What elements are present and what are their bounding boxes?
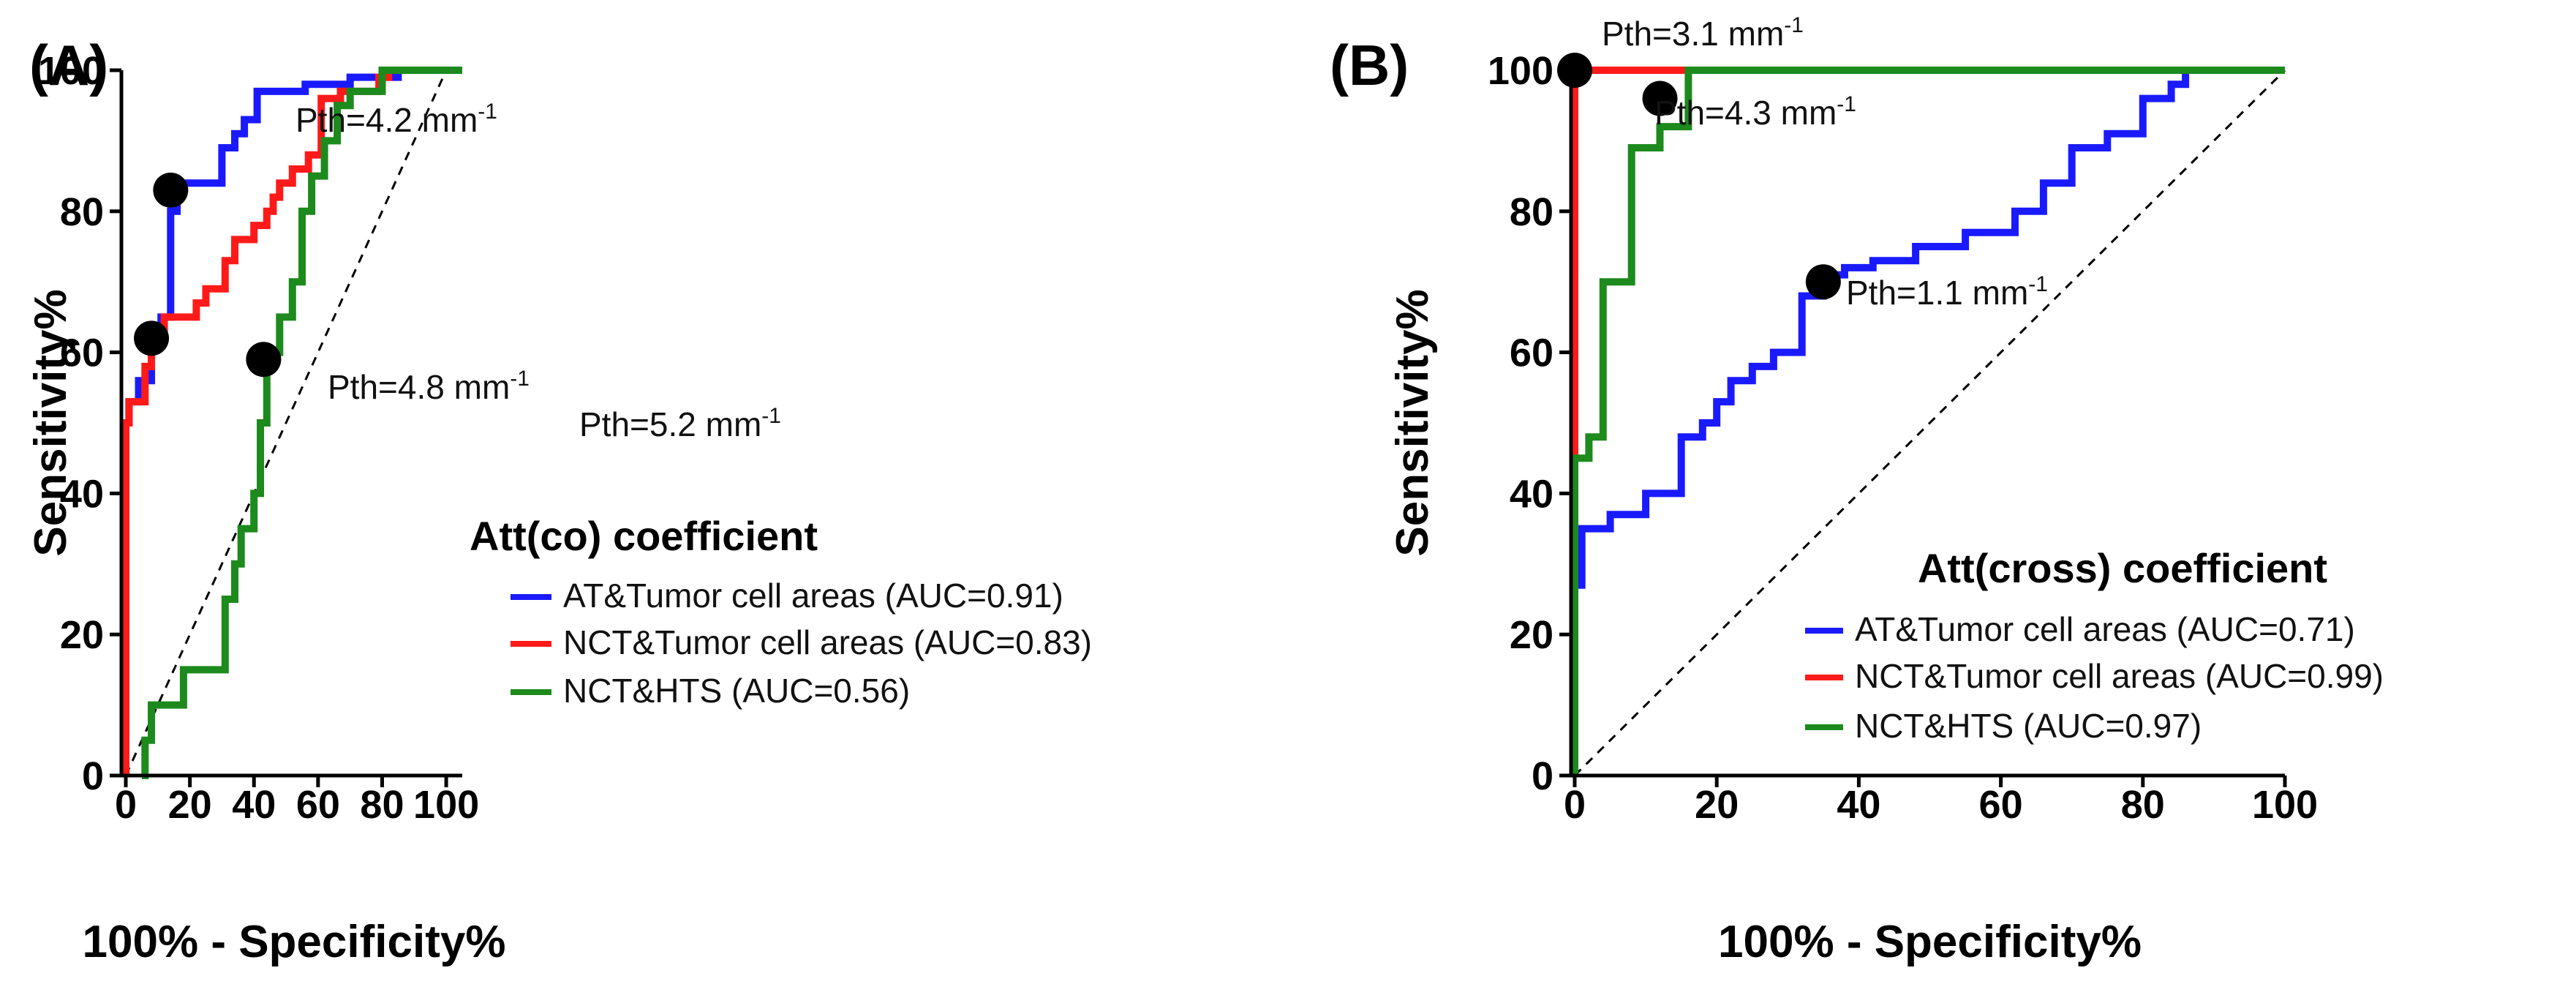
threshold-unit-exponent: -1 <box>1784 13 1804 37</box>
legend-title: Att(co) coefficient <box>470 513 818 559</box>
y-axis-title: Sensitivity% <box>1387 289 1438 556</box>
roc-curve-nct-tumor-cell-areas <box>122 67 462 776</box>
legend-title: Att(cross) coefficient <box>1918 545 2327 591</box>
x-tick-label: 40 <box>232 783 276 827</box>
threshold-point-marker <box>1557 53 1592 88</box>
y-tick-label: 0 <box>82 754 104 798</box>
threshold-unit-exponent: -1 <box>2028 272 2048 296</box>
roc-curve-nct-hts <box>141 67 462 779</box>
x-tick-label: 20 <box>168 783 212 827</box>
y-tick-label: 40 <box>1510 472 1553 516</box>
x-tick-label: 0 <box>1564 783 1586 827</box>
x-tick-label: 80 <box>360 783 404 827</box>
x-axis-title: 100% - Specificity% <box>83 917 506 967</box>
threshold-label: Pth=4.3 mm <box>1654 94 1837 132</box>
y-tick-label: 100 <box>1488 49 1553 93</box>
threshold-unit-exponent: -1 <box>761 404 781 428</box>
legend-entry: NCT&Tumor cell areas (AUC=0.83) <box>563 623 1092 661</box>
panel-label: (A) <box>29 33 108 97</box>
x-tick-label: 100 <box>413 783 479 827</box>
threshold-annotation: Pth=4.3 mm-1 <box>1654 92 1856 132</box>
threshold-annotation: Pth=3.1 mm-1 <box>1602 13 1804 53</box>
threshold-annotation: Pth=5.2 mm-1 <box>579 404 781 443</box>
y-tick-label: 100 <box>38 49 104 93</box>
threshold-label: Pth=3.1 mm <box>1602 15 1784 53</box>
legend-entry: NCT&HTS (AUC=0.97) <box>1855 707 2202 745</box>
legend-entry: NCT&HTS (AUC=0.56) <box>563 672 910 710</box>
y-axis-title: Sensitivity% <box>26 289 76 556</box>
x-tick-label: 80 <box>2121 783 2165 827</box>
legend-entry: NCT&Tumor cell areas (AUC=0.99) <box>1855 657 2384 695</box>
x-tick-label: 100 <box>2252 783 2318 827</box>
roc-curve-nct-hts <box>1571 67 2285 776</box>
y-tick-label: 60 <box>1510 331 1553 375</box>
x-tick-label: 0 <box>115 783 137 827</box>
threshold-label: Pth=4.8 mm <box>328 368 510 406</box>
threshold-annotation: Pth=4.2 mm-1 <box>295 100 497 139</box>
roc-curve-at-tumor-cell-areas <box>122 67 462 776</box>
threshold-label: Pth=4.2 mm <box>295 101 478 139</box>
threshold-point-marker <box>153 172 189 208</box>
y-tick-label: 20 <box>1510 613 1553 657</box>
reference-diagonal <box>124 70 448 776</box>
x-axis-title: 100% - Specificity% <box>1718 917 2142 967</box>
threshold-point-marker <box>134 320 170 356</box>
threshold-point-marker <box>1642 80 1678 116</box>
x-tick-label: 60 <box>296 783 340 827</box>
threshold-unit-exponent: -1 <box>510 367 530 391</box>
x-tick-label: 60 <box>1979 783 2023 827</box>
threshold-label: Pth=1.1 mm <box>1846 274 2028 312</box>
panel-label: (B) <box>1330 33 1409 97</box>
legend: Att(cross) coefficient AT&Tumor cell area… <box>1805 545 2384 745</box>
panel-b-chart: (B) 0 20 40 60 80 100 0 20 40 60 80 100 100% - Specif… <box>1330 13 2384 967</box>
y-tick-label: 0 <box>1532 754 1553 798</box>
y-tick-label: 60 <box>60 331 104 375</box>
legend: Att(co) coefficient AT&Tumor cell areas (… <box>470 513 1092 710</box>
y-tick-label: 80 <box>60 190 104 234</box>
legend-entry: AT&Tumor cell areas (AUC=0.71) <box>1855 610 2355 648</box>
threshold-point-marker <box>246 342 282 378</box>
x-tick-label: 20 <box>1695 783 1739 827</box>
threshold-annotation: Pth=4.8 mm-1 <box>328 367 530 406</box>
y-tick-label: 40 <box>60 472 104 516</box>
threshold-unit-exponent: -1 <box>478 100 497 124</box>
y-tick-label: 80 <box>1510 190 1553 234</box>
reference-diagonal <box>1573 69 2286 777</box>
threshold-label: Pth=5.2 mm <box>579 405 761 443</box>
threshold-annotation: Pth=1.1 mm-1 <box>1846 272 2048 312</box>
x-tick-label: 40 <box>1837 783 1880 827</box>
y-tick-label: 20 <box>60 613 104 657</box>
threshold-unit-exponent: -1 <box>1837 92 1856 116</box>
threshold-point-marker <box>1805 264 1841 300</box>
legend-entry: AT&Tumor cell areas (AUC=0.91) <box>563 577 1063 615</box>
